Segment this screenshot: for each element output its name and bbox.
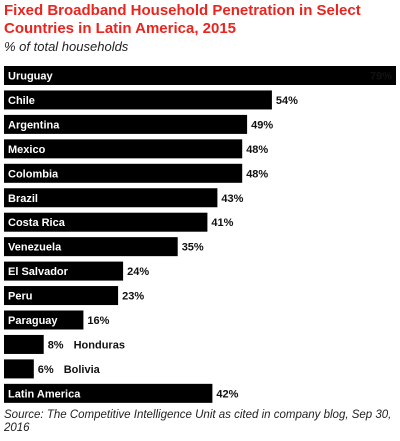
category-label: Bolivia <box>64 364 101 376</box>
bar-latin-america <box>4 383 213 403</box>
chart-subtitle: % of total households <box>4 39 129 54</box>
bar-costa-rica <box>4 212 208 232</box>
bar-mexico <box>4 139 243 159</box>
bar-el-salvador <box>4 261 124 281</box>
category-label: Argentina <box>8 119 60 131</box>
category-label: Brazil <box>8 193 38 205</box>
category-label: Peru <box>8 291 32 303</box>
category-label: Paraguay <box>8 315 58 327</box>
bar-bolivia <box>4 359 34 379</box>
category-label: Costa Rica <box>8 217 66 229</box>
bar-argentina <box>4 114 248 134</box>
bar-honduras <box>4 334 44 354</box>
value-label: 79% <box>370 71 392 83</box>
value-label: 49% <box>251 119 273 131</box>
value-label: 8% <box>48 339 64 351</box>
value-label: 16% <box>87 315 109 327</box>
category-label: Venezuela <box>8 242 62 254</box>
category-label: Latin America <box>8 388 81 400</box>
value-label: 41% <box>211 217 233 229</box>
category-label: Mexico <box>8 144 46 156</box>
value-label: 48% <box>246 144 268 156</box>
value-label: 23% <box>122 291 144 303</box>
category-label: Uruguay <box>8 71 54 83</box>
bar-chile <box>4 90 272 110</box>
value-label: 48% <box>246 168 268 180</box>
value-label: 6% <box>38 364 54 376</box>
value-label: 43% <box>221 193 243 205</box>
bar-paraguay <box>4 310 84 330</box>
bar-venezuela <box>4 237 178 257</box>
category-label: El Salvador <box>8 266 69 278</box>
category-label: Honduras <box>74 339 125 351</box>
bar-uruguay <box>4 66 396 85</box>
bar-brazil <box>4 188 218 208</box>
chart-title: Fixed Broadband Household Penetration in… <box>4 2 361 37</box>
value-label: 54% <box>276 95 298 107</box>
chart-source: Source: The Competitive Intelligence Uni… <box>4 409 392 434</box>
value-label: 35% <box>182 242 204 254</box>
value-label: 42% <box>216 388 238 400</box>
bar-colombia <box>4 163 243 183</box>
category-label: Chile <box>8 95 35 107</box>
category-label: Colombia <box>8 168 59 180</box>
value-label: 24% <box>127 266 149 278</box>
bar-peru <box>4 286 119 306</box>
